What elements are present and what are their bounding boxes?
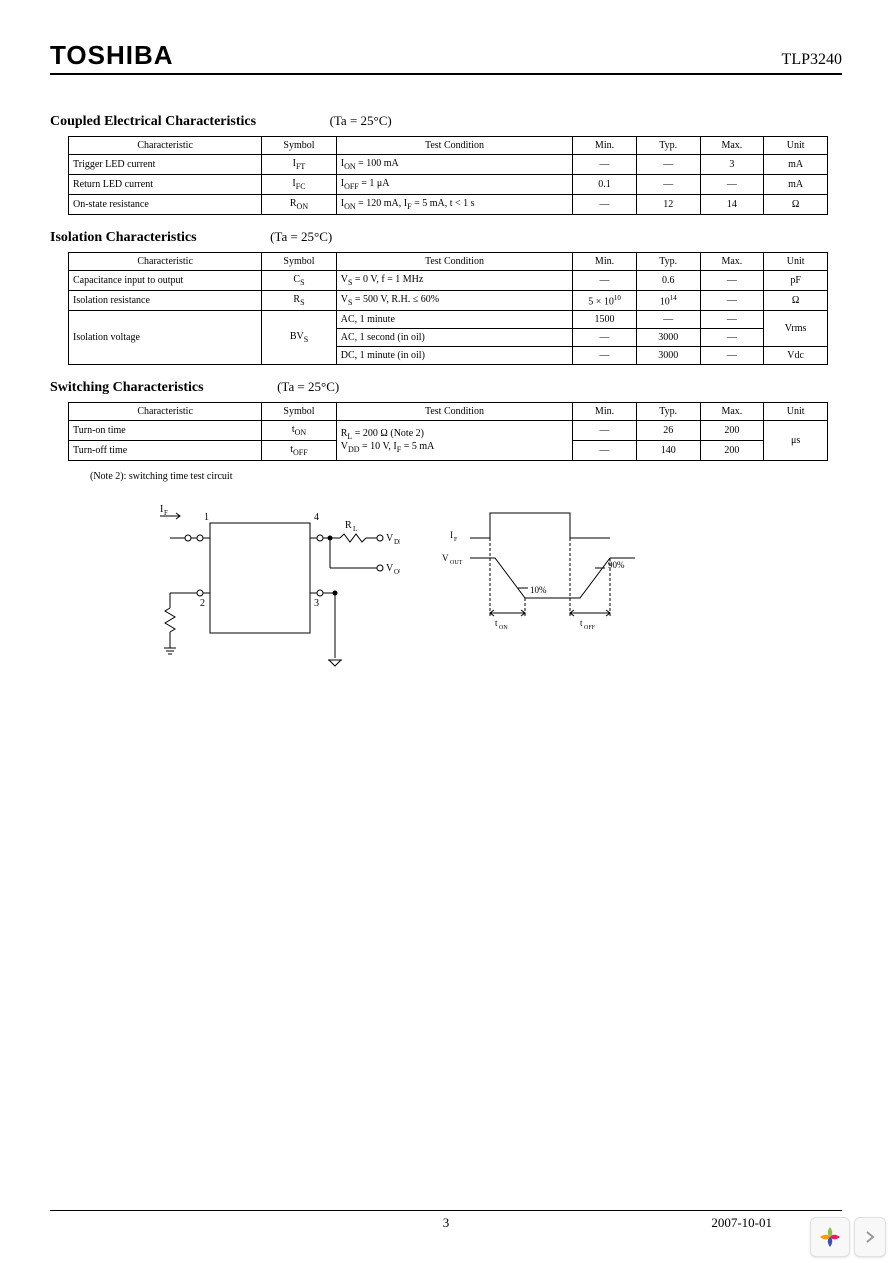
circuit-if-label: I — [160, 504, 163, 515]
viewer-logo-icon — [810, 1217, 850, 1257]
svg-text:V: V — [386, 533, 394, 544]
svg-text:OUT: OUT — [394, 568, 400, 576]
section2-title: Isolation Characteristics (Ta = 25°C) — [50, 229, 842, 246]
svg-text:t: t — [580, 618, 583, 628]
pin2-label: 2 — [200, 598, 205, 609]
next-page-button[interactable] — [854, 1217, 886, 1257]
isolation-table: Characteristic Symbol Test Condition Min… — [68, 252, 828, 365]
svg-text:OFF: OFF — [584, 625, 596, 631]
pin1-label: 1 — [204, 512, 209, 523]
switching-table: Characteristic Symbol Test Condition Min… — [68, 402, 828, 461]
section3-title: Switching Characteristics (Ta = 25°C) — [50, 379, 842, 396]
svg-text:F: F — [164, 509, 168, 517]
test-circuit-diagram: IF 1 2 3 4 RL VDD VOUT — [140, 498, 400, 678]
timing-10pct: 10% — [530, 585, 547, 595]
timing-90pct: 90% — [608, 560, 625, 570]
section3-title-text: Switching Characteristics — [50, 380, 204, 395]
footer-rule — [50, 1210, 842, 1211]
figures-row: IF 1 2 3 4 RL VDD VOUT — [140, 498, 842, 678]
note2: (Note 2): switching time test circuit — [90, 471, 842, 482]
section1-ta: (Ta = 25°C) — [330, 113, 392, 128]
svg-text:I: I — [450, 530, 453, 540]
pin4-label: 4 — [314, 512, 319, 523]
svg-text:R: R — [345, 520, 352, 531]
section3-ta: (Ta = 25°C) — [277, 379, 339, 394]
svg-text:ON: ON — [499, 625, 508, 631]
pin3-label: 3 — [314, 598, 319, 609]
section1-title-text: Coupled Electrical Characteristics — [50, 114, 256, 129]
svg-text:V: V — [386, 563, 394, 574]
section1-title: Coupled Electrical Characteristics (Ta =… — [50, 113, 842, 130]
section2-title-text: Isolation Characteristics — [50, 230, 197, 245]
timing-diagram: IF VOUT 10% 90% tON tOFF — [440, 498, 660, 648]
svg-text:DD: DD — [394, 538, 400, 546]
section2-ta: (Ta = 25°C) — [270, 229, 332, 244]
part-number: TLP3240 — [782, 51, 842, 69]
page-header: TOSHIBA TLP3240 — [50, 40, 842, 75]
svg-text:OUT: OUT — [450, 560, 463, 566]
viewer-nav — [810, 1217, 886, 1257]
brand-logo: TOSHIBA — [50, 40, 174, 71]
svg-text:F: F — [454, 537, 458, 543]
footer-date: 2007-10-01 — [711, 1215, 772, 1231]
svg-text:L: L — [353, 525, 357, 533]
coupled-table: Characteristic Symbol Test Condition Min… — [68, 136, 828, 215]
svg-text:t: t — [495, 618, 498, 628]
svg-text:V: V — [442, 553, 449, 563]
